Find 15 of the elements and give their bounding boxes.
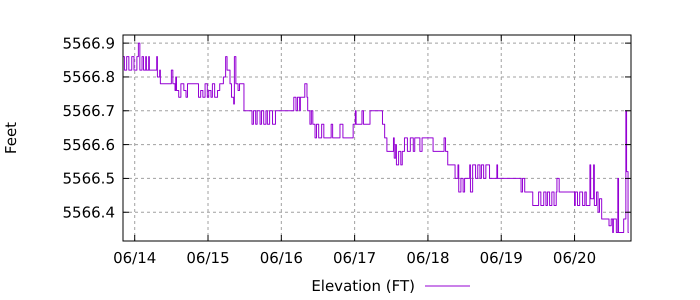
x-tick-label: 06/20 [552, 249, 596, 267]
x-tick-label: 06/17 [333, 249, 376, 267]
y-tick-label: 5566.9 [62, 34, 115, 52]
y-tick-label: 5566.7 [62, 102, 115, 120]
y-tick-label: 5566.6 [62, 136, 115, 154]
x-tick-label: 06/14 [113, 249, 156, 267]
x-tick-label: 06/19 [480, 249, 523, 267]
y-tick-label: 5566.8 [62, 68, 115, 86]
x-tick-label: 06/15 [186, 249, 230, 267]
y-tick-label: 5566.5 [62, 170, 115, 188]
legend-label: Elevation (FT) [311, 277, 415, 295]
y-tick-label: 5566.4 [62, 204, 115, 222]
x-tick-label: 06/18 [406, 249, 450, 267]
x-tick-label: 06/16 [260, 249, 303, 267]
y-axis-title: Feet [2, 122, 20, 154]
